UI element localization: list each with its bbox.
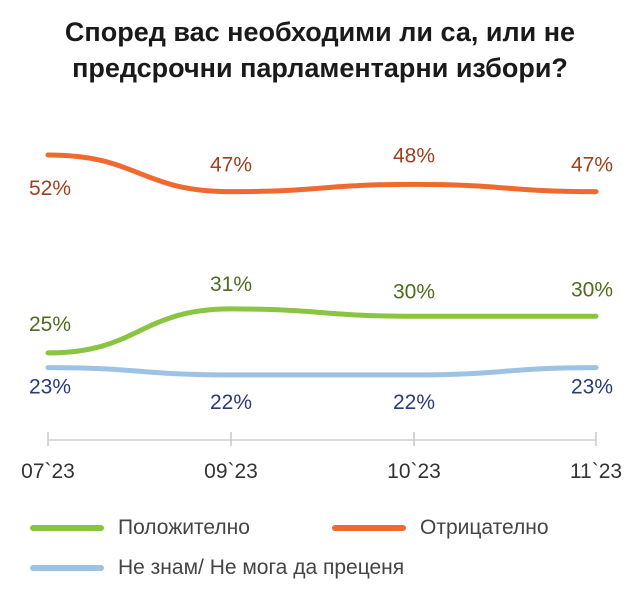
series-lines	[45, 152, 599, 378]
data-label: 23%	[571, 376, 613, 399]
legend-label-positive: Положително	[118, 516, 250, 539]
series-line-0	[45, 306, 599, 356]
data-label: 47%	[210, 154, 252, 177]
x-tick-label: 10`23	[387, 460, 441, 483]
series-line-1	[45, 152, 599, 195]
x-tick-label: 11`23	[570, 460, 622, 483]
data-label: 22%	[210, 391, 252, 414]
chart-title-line-1: Според вас необходими ли са, или не	[64, 17, 576, 47]
x-tick-label: 07`23	[21, 460, 75, 483]
data-label: 30%	[571, 278, 613, 301]
data-label: 47%	[571, 154, 613, 177]
legend-swatch-negative	[332, 525, 406, 531]
legend-item-dont-know: Не знам/ Не мога да преценя	[30, 556, 404, 580]
data-label: 52%	[29, 177, 71, 200]
data-label: 22%	[393, 391, 435, 414]
data-label: 48%	[393, 144, 435, 167]
x-axis: 07`23 09`23 10`23 11`23	[21, 432, 622, 483]
chart-title-line-2: предсрочни парламентарни избори?	[72, 53, 568, 83]
legend-swatch-positive	[30, 525, 104, 531]
data-label: 30%	[393, 280, 435, 303]
legend-swatch-dont-know	[30, 565, 104, 571]
data-label: 31%	[210, 273, 252, 296]
legend-label-dont-know: Не знам/ Не мога да преценя	[118, 556, 405, 579]
legend-item-positive: Положително	[30, 516, 250, 540]
data-labels: 25% 31% 30% 30% 52% 47% 48% 47% 23% 22% 22% 23%	[29, 144, 613, 414]
legend-item-negative: Отрицателно	[332, 516, 549, 540]
x-tick-label: 09`23	[204, 460, 258, 483]
series-line-2	[45, 365, 599, 378]
data-label: 23%	[29, 376, 71, 399]
data-label: 25%	[29, 313, 71, 336]
chart-title: Според вас необходими ли са, или не пред…	[0, 14, 640, 86]
legend-label-negative: Отрицателно	[420, 516, 549, 539]
